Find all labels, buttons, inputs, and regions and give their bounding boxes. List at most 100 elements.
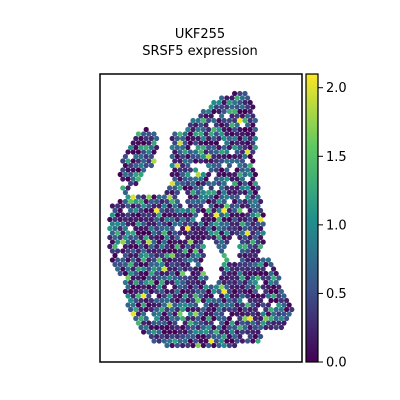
- spot: [135, 230, 141, 236]
- spot: [258, 243, 264, 250]
- spot: [242, 252, 248, 259]
- spot: [195, 198, 201, 205]
- spot: [242, 216, 248, 223]
- spot: [247, 117, 253, 124]
- spot: [138, 234, 144, 241]
- spot: [135, 275, 141, 281]
- spot: [245, 194, 251, 200]
- spot: [164, 315, 170, 322]
- spot: [237, 90, 243, 97]
- spot: [219, 113, 225, 119]
- spot: [174, 162, 180, 169]
- spot: [115, 230, 121, 236]
- spot: [151, 149, 157, 155]
- spot: [167, 302, 173, 308]
- spot: [185, 288, 191, 295]
- spot: [271, 284, 277, 290]
- spot: [232, 216, 238, 223]
- spot: [195, 153, 201, 160]
- spot: [112, 207, 118, 214]
- spot: [208, 329, 214, 335]
- spot: [252, 234, 258, 241]
- spot: [185, 153, 191, 160]
- spot: [125, 221, 131, 227]
- spot: [187, 275, 193, 281]
- spot: [234, 230, 240, 236]
- spot: [265, 257, 271, 263]
- spot: [122, 198, 128, 205]
- spot: [232, 225, 238, 232]
- spot: [211, 198, 217, 205]
- spot: [216, 153, 222, 160]
- spot: [195, 297, 201, 304]
- spot: [239, 221, 245, 227]
- spot: [255, 203, 261, 209]
- spot: [216, 144, 222, 151]
- spot: [193, 203, 199, 209]
- spot: [239, 329, 245, 335]
- spot: [112, 243, 118, 250]
- spot: [200, 252, 206, 259]
- spot: [161, 302, 167, 308]
- spot: [130, 239, 136, 245]
- spot: [128, 171, 134, 178]
- spot: [200, 324, 206, 331]
- spot: [177, 266, 183, 272]
- spot: [200, 342, 206, 349]
- spot: [211, 207, 217, 214]
- spot: [250, 167, 256, 173]
- spot: [226, 288, 232, 295]
- spot: [195, 207, 201, 214]
- spot: [203, 131, 209, 137]
- spot: [260, 239, 266, 245]
- spot: [258, 270, 264, 277]
- spot: [120, 248, 126, 254]
- spot: [234, 158, 240, 164]
- spot: [164, 189, 170, 196]
- spot: [234, 275, 240, 281]
- spot: [250, 320, 256, 326]
- spot: [141, 248, 147, 254]
- spot: [174, 315, 180, 322]
- spot: [195, 315, 201, 322]
- spot: [164, 261, 170, 268]
- spot: [141, 311, 147, 317]
- spot: [125, 302, 131, 308]
- spot: [164, 225, 170, 232]
- spot: [177, 203, 183, 209]
- spot: [216, 198, 222, 205]
- spot: [265, 320, 271, 326]
- spot: [252, 333, 258, 340]
- spot: [255, 257, 261, 263]
- spot: [151, 230, 157, 236]
- spot: [211, 180, 217, 187]
- spot: [216, 108, 222, 115]
- spot: [148, 162, 154, 169]
- spot: [182, 221, 188, 227]
- spot: [185, 342, 191, 349]
- spot: [180, 333, 186, 340]
- spot: [234, 131, 240, 137]
- spot: [268, 315, 274, 322]
- spot: [263, 315, 269, 322]
- spot: [237, 135, 243, 142]
- spot: [135, 131, 141, 137]
- spot: [237, 126, 243, 133]
- spot: [133, 198, 139, 205]
- spot: [213, 212, 219, 218]
- spot: [125, 239, 131, 245]
- spot: [232, 297, 238, 304]
- spot: [143, 135, 149, 142]
- spot: [115, 257, 121, 263]
- spot: [177, 275, 183, 281]
- spot: [229, 95, 235, 101]
- spot: [169, 297, 175, 304]
- spot: [224, 329, 230, 335]
- spot: [167, 212, 173, 218]
- spot: [232, 324, 238, 331]
- spot: [112, 234, 118, 241]
- spot: [177, 176, 183, 182]
- spot: [234, 140, 240, 146]
- spot: [239, 257, 245, 263]
- spot: [161, 266, 167, 272]
